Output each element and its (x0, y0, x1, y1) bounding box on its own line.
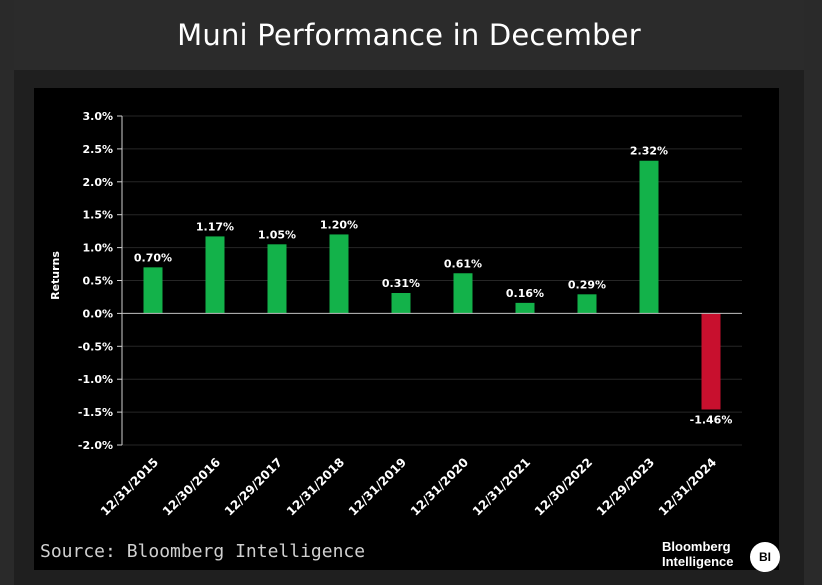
data-label: 2.32% (630, 145, 668, 158)
data-label: 0.29% (568, 278, 606, 291)
x-tick-label: 12/31/2021 (470, 455, 533, 518)
bloomberg-intelligence-logo: Bloomberg Intelligence BI (662, 539, 782, 575)
bar (453, 273, 473, 314)
data-label: 0.70% (134, 251, 172, 264)
x-tick-label: 12/31/2015 (98, 455, 161, 518)
x-tick-label: 12/31/2018 (284, 455, 347, 518)
y-tick-label: 1.0% (82, 242, 113, 255)
bar (515, 302, 535, 314)
y-tick-label: 0.5% (82, 275, 113, 288)
y-tick-label: 2.5% (82, 143, 113, 156)
bar (143, 267, 163, 314)
y-tick-label: -2.0% (78, 439, 113, 452)
x-tick-label: 12/29/2023 (594, 455, 657, 518)
bar (205, 236, 225, 314)
x-tick-label: 12/30/2022 (532, 455, 595, 518)
y-axis-title: Returns (49, 251, 62, 300)
y-tick-label: 1.5% (82, 209, 113, 222)
data-label: 0.31% (382, 277, 420, 290)
x-tick-label: 12/31/2019 (346, 455, 409, 518)
y-tick-label: 2.0% (82, 176, 113, 189)
title-band: Muni Performance in December (14, 0, 804, 70)
y-tick-label: -0.5% (78, 340, 113, 353)
x-tick-label: 12/31/2024 (656, 455, 719, 518)
bar (391, 293, 411, 314)
data-label: 1.20% (320, 218, 358, 231)
data-label: 0.16% (506, 287, 544, 300)
x-tick-label: 12/29/2017 (222, 455, 285, 518)
data-label: 0.61% (444, 257, 482, 270)
bar (267, 244, 287, 314)
data-label: 1.17% (196, 220, 234, 233)
x-tick-label: 12/31/2020 (408, 455, 471, 518)
bi-badge-icon: BI (750, 542, 780, 572)
bar (639, 160, 659, 314)
chart-title: Muni Performance in December (177, 18, 641, 52)
source-note: Source: Bloomberg Intelligence (40, 541, 366, 562)
brand-line-2: Intelligence (662, 554, 734, 569)
bar (329, 234, 349, 314)
x-tick-label: 12/30/2016 (160, 455, 223, 518)
data-label: -1.46% (690, 413, 733, 426)
y-tick-label: 0.0% (82, 307, 113, 320)
brand-line-1: Bloomberg (662, 539, 731, 554)
y-tick-label: -1.0% (78, 373, 113, 386)
bar (577, 294, 597, 314)
y-tick-label: -1.5% (78, 406, 113, 419)
data-label: 1.05% (258, 228, 296, 241)
bar (701, 313, 721, 410)
y-tick-label: 3.0% (82, 110, 113, 123)
